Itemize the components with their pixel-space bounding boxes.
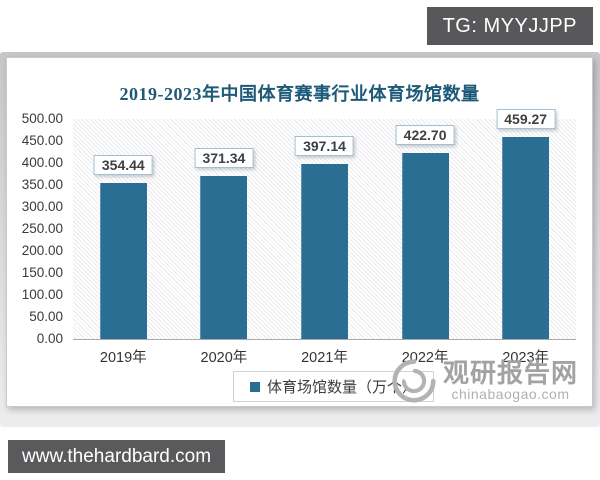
bar-column: 459.27	[475, 108, 576, 339]
telegram-badge-text: TG: MYYJJPP	[442, 14, 577, 37]
legend-marker-icon	[250, 381, 260, 392]
y-tick-label: 400.00	[21, 155, 63, 170]
y-tick-label: 150.00	[21, 265, 63, 280]
bar-value-label: 459.27	[496, 108, 556, 129]
y-tick-label: 450.00	[21, 133, 63, 148]
telegram-badge: TG: MYYJJPP	[426, 7, 593, 45]
y-tick-label: 100.00	[21, 287, 63, 302]
bar	[200, 175, 248, 339]
plot-area: 354.44 371.34 397.14 422.70 459.27	[73, 108, 576, 340]
site-badge: www.thehardbard.com	[8, 440, 226, 473]
x-tick-label: 2021年	[301, 350, 348, 366]
y-tick-label: 200.00	[21, 243, 63, 258]
chart-backdrop: 2019-2023年中国体育赛事行业体育场馆数量 500.00 450.00 400…	[0, 52, 600, 427]
y-axis: 500.00 450.00 400.00 350.00 300.00 250.00 200.…	[7, 111, 63, 347]
bar	[99, 183, 147, 339]
bar-value-label: 354.44	[93, 155, 153, 176]
legend-label: 体育场馆数量（万个）	[267, 379, 418, 396]
bar-value-label: 397.14	[295, 136, 354, 157]
y-tick-label: 500.00	[21, 111, 63, 126]
bar-value-label: 422.70	[395, 125, 455, 146]
watermark-domain: chinabaogao.com	[451, 386, 570, 403]
bar	[300, 164, 348, 339]
bar-column: 354.44	[73, 119, 174, 339]
chart-title: 2019-2023年中国体育赛事行业体育场馆数量	[119, 84, 480, 104]
bar-column: 397.14	[274, 119, 375, 339]
watermark-logo-icon	[392, 359, 436, 403]
y-tick-label: 300.00	[21, 199, 63, 214]
x-tick-label: 2019年	[99, 350, 147, 366]
site-badge-text: www.thehardbard.com	[22, 445, 212, 467]
y-tick-label: 250.00	[21, 221, 63, 236]
watermark-text: 观研报告网 chinabaogao.com	[442, 358, 578, 403]
bar	[502, 136, 550, 339]
y-tick-label: 50.00	[29, 309, 63, 324]
chart-card: 2019-2023年中国体育赛事行业体育场馆数量 500.00 450.00 400…	[6, 57, 593, 407]
bar	[401, 153, 449, 339]
watermark: 观研报告网 chinabaogao.com	[391, 358, 578, 404]
watermark-name: 观研报告网	[442, 358, 578, 388]
bar-column: 422.70	[375, 119, 476, 339]
y-tick-label: 0.00	[36, 331, 63, 346]
y-tick-label: 350.00	[21, 177, 63, 192]
bar-column: 371.34	[174, 119, 275, 339]
x-tick-label: 2020年	[200, 350, 248, 366]
bar-value-label: 371.34	[194, 147, 254, 168]
x-tick-label: 2023年	[502, 350, 550, 366]
